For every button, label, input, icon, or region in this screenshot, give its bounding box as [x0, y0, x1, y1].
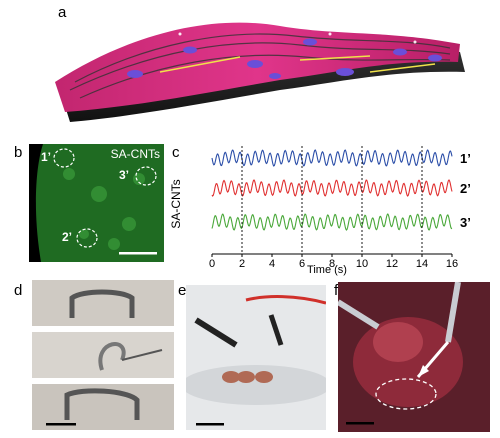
panel-letter-d: d [14, 282, 23, 299]
fluorescence-label: SA-CNTs [110, 147, 160, 161]
panel-letter-b: b [14, 144, 23, 161]
roi-label-2: 2’ [62, 230, 73, 244]
panel-letter-c: c [172, 144, 180, 161]
panel-letter-a: a [58, 4, 67, 21]
panel-letter-f: f [334, 282, 339, 299]
calcium-trace-chart: 0 2 4 6 8 10 12 14 16 SA-CNTs Time (s) 1’ 2’ 3’ [169, 146, 471, 276]
x-tick-label-4: 4 [269, 258, 275, 270]
surgical-photo [338, 282, 490, 432]
x-tick-label-14: 14 [416, 258, 428, 270]
roi-label-1: 1’ [41, 150, 52, 164]
device-photos [32, 280, 174, 430]
series-label-1: 1’ [460, 151, 471, 166]
series-label-3: 3’ [460, 215, 471, 230]
y-axis-label: SA-CNTs [169, 179, 183, 228]
series-line-2 [211, 179, 453, 197]
x-tick-label-6: 6 [299, 258, 305, 270]
panel-letter-e: e [178, 282, 187, 299]
series-line-1 [211, 149, 453, 167]
x-tick-label-2: 2 [239, 258, 245, 270]
x-tick-label-8: 8 [329, 258, 335, 270]
series-label-2: 2’ [460, 181, 471, 196]
x-tick-label-0: 0 [209, 258, 215, 270]
series-line-3 [211, 213, 453, 231]
electrode-photo [186, 285, 326, 430]
x-axis-label: Time (s) [307, 264, 347, 276]
roi-label-3: 3’ [119, 168, 130, 182]
fluorescence-image: SA-CNTs 1’ 3’ 2’ [29, 144, 164, 262]
tissue-sheet-illustration [55, 22, 465, 122]
x-tick-label-12: 12 [386, 258, 398, 270]
x-tick-label-10: 10 [356, 258, 368, 270]
x-tick-label-16: 16 [446, 258, 458, 270]
